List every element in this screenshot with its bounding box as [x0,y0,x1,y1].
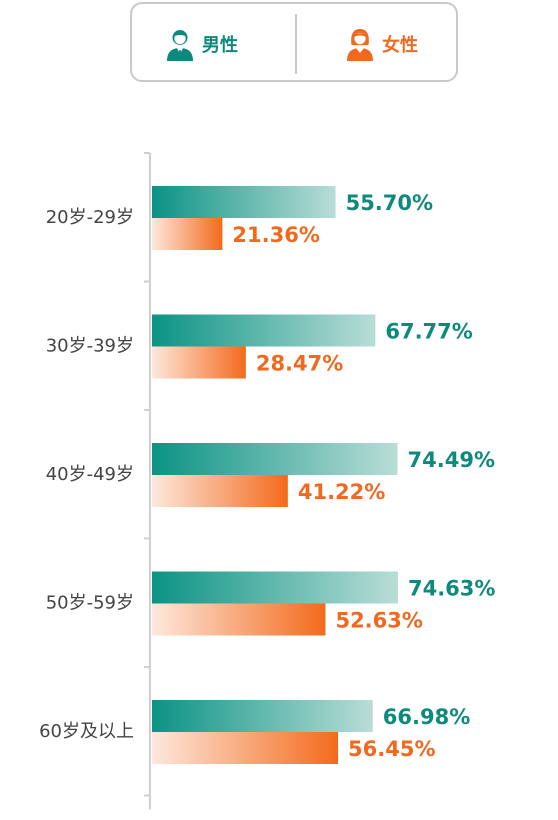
data-label-male: 74.49% [408,448,495,472]
legend-item-male: 男性 [164,26,238,62]
legend-label-female: 女性 [382,35,418,56]
category-label: 30岁-39岁 [46,336,134,357]
bar-female [152,732,339,764]
bar-female [152,346,246,379]
bar-male [152,443,398,475]
category-label: 40岁-49岁 [46,464,134,485]
data-label-male: 55.70% [346,191,433,215]
legend-divider [295,14,297,74]
bar-male [152,700,373,732]
data-label-male: 67.77% [385,320,472,344]
data-label-female: 28.47% [256,352,343,376]
legend-label-male: 男性 [202,35,238,56]
data-label-male: 66.98% [383,705,470,729]
data-label-female: 56.45% [348,737,435,761]
bar-chart: 20岁-29岁 55.70% 21.36% 30岁-39岁 67.77% 28.47% 40… [39,152,495,810]
bar-female [152,218,223,250]
data-label-male: 74.63% [408,577,495,601]
bar-female [152,603,326,636]
bar-male [152,314,376,347]
data-label-female: 41.22% [298,480,385,504]
category-label: 50岁-59岁 [46,593,134,614]
data-label-female: 52.63% [335,609,422,633]
bar-female [152,475,288,507]
bar-male [152,571,398,604]
male-user-icon [167,30,193,61]
bar-male [152,186,336,218]
category-label: 60岁及以上 [39,721,134,742]
legend: 男性 女性 [130,2,458,82]
category-label: 20岁-29岁 [46,207,134,228]
data-label-female: 21.36% [232,223,319,247]
female-user-icon [347,29,373,61]
legend-item-female: 女性 [344,26,418,62]
